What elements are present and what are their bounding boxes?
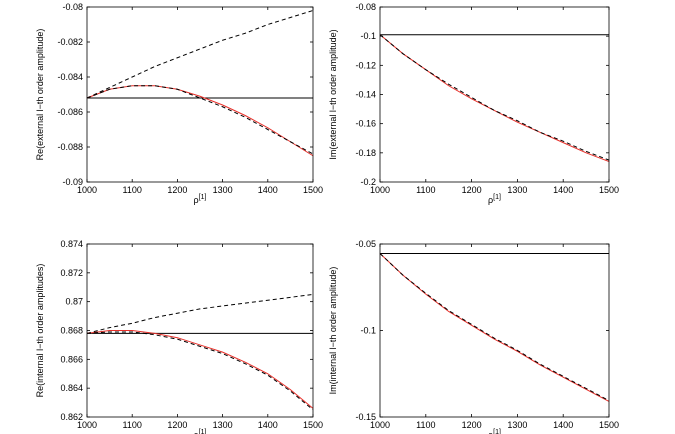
y-tick-label: -0.16 bbox=[355, 119, 376, 129]
y-tick-label: -0.14 bbox=[355, 90, 376, 100]
y-tick-label: -0.09 bbox=[62, 177, 83, 187]
x-axis-label-superscript: [1] bbox=[493, 194, 501, 201]
x-tick-label: 1100 bbox=[416, 420, 435, 430]
line bbox=[86, 330, 314, 409]
y-tick-label: 0.864 bbox=[60, 383, 83, 393]
y-tick-label: -0.084 bbox=[57, 72, 83, 82]
x-axis-label-symbol: ρ bbox=[488, 430, 493, 434]
x-tick-label: 1200 bbox=[462, 185, 482, 195]
y-tick-label: -0.086 bbox=[57, 107, 83, 117]
x-tick-label: 1300 bbox=[213, 185, 233, 195]
x-axis-label-symbol: ρ bbox=[488, 195, 493, 205]
line bbox=[86, 10, 314, 99]
x-tick-label: 1000 bbox=[370, 420, 390, 430]
x-tick-label: 1100 bbox=[123, 420, 142, 430]
y-tick-label: -0.18 bbox=[355, 148, 376, 158]
x-tick-label: 1300 bbox=[507, 420, 527, 430]
x-tick-label: 1000 bbox=[77, 185, 97, 195]
x-tick-label: 1200 bbox=[462, 420, 482, 430]
x-axis-label: ρ[1] bbox=[488, 429, 501, 434]
y-tick-label: -0.08 bbox=[62, 2, 83, 12]
x-tick-label: 1400 bbox=[258, 420, 278, 430]
axes-frame bbox=[86, 6, 314, 183]
x-tick-label: 1400 bbox=[258, 185, 278, 195]
y-tick-label: -0.1 bbox=[360, 326, 376, 336]
subplot: 1000 1100 1200 1300 1400 1500 -0.09 -0.088 -0.08… bbox=[35, 2, 323, 205]
y-tick-label: -0.08 bbox=[355, 2, 376, 12]
plot-area bbox=[380, 244, 609, 417]
y-tick-label: 0.866 bbox=[60, 354, 83, 364]
x-axis-label: ρ[1] bbox=[488, 194, 501, 205]
x-tick-label: 1500 bbox=[303, 420, 323, 430]
y-tick-label: -0.088 bbox=[57, 142, 83, 152]
x-tick-label: 1200 bbox=[167, 185, 187, 195]
x-axis-label-symbol: ρ bbox=[194, 430, 199, 434]
plot-area bbox=[87, 7, 313, 182]
x-tick-label: 1400 bbox=[553, 420, 573, 430]
line bbox=[86, 293, 314, 334]
y-tick-label: 0.874 bbox=[60, 239, 83, 249]
y-tick-label: -0.1 bbox=[360, 31, 376, 41]
x-tick-label: 1000 bbox=[370, 185, 390, 195]
x-tick-label: 1200 bbox=[167, 420, 187, 430]
y-tick-label: -0.2 bbox=[360, 177, 376, 187]
x-axis-label-symbol: ρ bbox=[194, 195, 199, 205]
y-axis-label: Im(internal l−th order amplitude) bbox=[328, 267, 338, 395]
y-tick-label: -0.082 bbox=[57, 37, 83, 47]
y-axis-label: Im(external l−th order amplitude) bbox=[328, 29, 338, 159]
x-tick-label: 1500 bbox=[599, 185, 619, 195]
y-axis-label: Re(internal l−th order amplitudes) bbox=[35, 264, 45, 398]
x-tick-label: 1400 bbox=[553, 185, 573, 195]
line bbox=[86, 85, 314, 157]
y-tick-label: 0.872 bbox=[60, 268, 83, 278]
x-tick-label: 1300 bbox=[507, 185, 527, 195]
y-axis-label: Re(external l−th order amplitude) bbox=[35, 29, 45, 161]
plot-area bbox=[380, 7, 609, 182]
x-tick-label: 1500 bbox=[303, 185, 323, 195]
x-tick-label: 1000 bbox=[77, 420, 97, 430]
line bbox=[86, 331, 314, 411]
y-tick-label: -0.15 bbox=[355, 412, 376, 422]
y-tick-label: 0.868 bbox=[60, 326, 83, 336]
x-axis-label-superscript: [1] bbox=[199, 194, 207, 201]
y-tick-label: 0.862 bbox=[60, 412, 83, 422]
x-tick-label: 1100 bbox=[416, 185, 435, 195]
x-axis-label: ρ[1] bbox=[194, 429, 207, 434]
y-tick-label: 0.87 bbox=[65, 297, 83, 307]
line bbox=[379, 34, 610, 163]
y-tick-label: -0.12 bbox=[355, 60, 376, 70]
subplot: 1000 1100 1200 1300 1400 1500 0.862 0.864 0.866 0… bbox=[35, 239, 323, 434]
subplot: 1000 1100 1200 1300 1400 1500 -0.15 -0.1 -0.05 ρ[… bbox=[328, 239, 619, 434]
line bbox=[379, 253, 610, 402]
subplot: 1000 1100 1200 1300 1400 1500 -0.2 -0.18 -0.16 -0… bbox=[328, 2, 619, 205]
x-axis-label-superscript: [1] bbox=[493, 429, 501, 434]
x-tick-label: 1500 bbox=[599, 420, 619, 430]
x-tick-label: 1300 bbox=[213, 420, 233, 430]
x-axis-label-superscript: [1] bbox=[199, 429, 207, 434]
x-axis-label: ρ[1] bbox=[194, 194, 207, 205]
y-tick-label: -0.05 bbox=[355, 239, 376, 249]
x-tick-label: 1100 bbox=[123, 185, 142, 195]
